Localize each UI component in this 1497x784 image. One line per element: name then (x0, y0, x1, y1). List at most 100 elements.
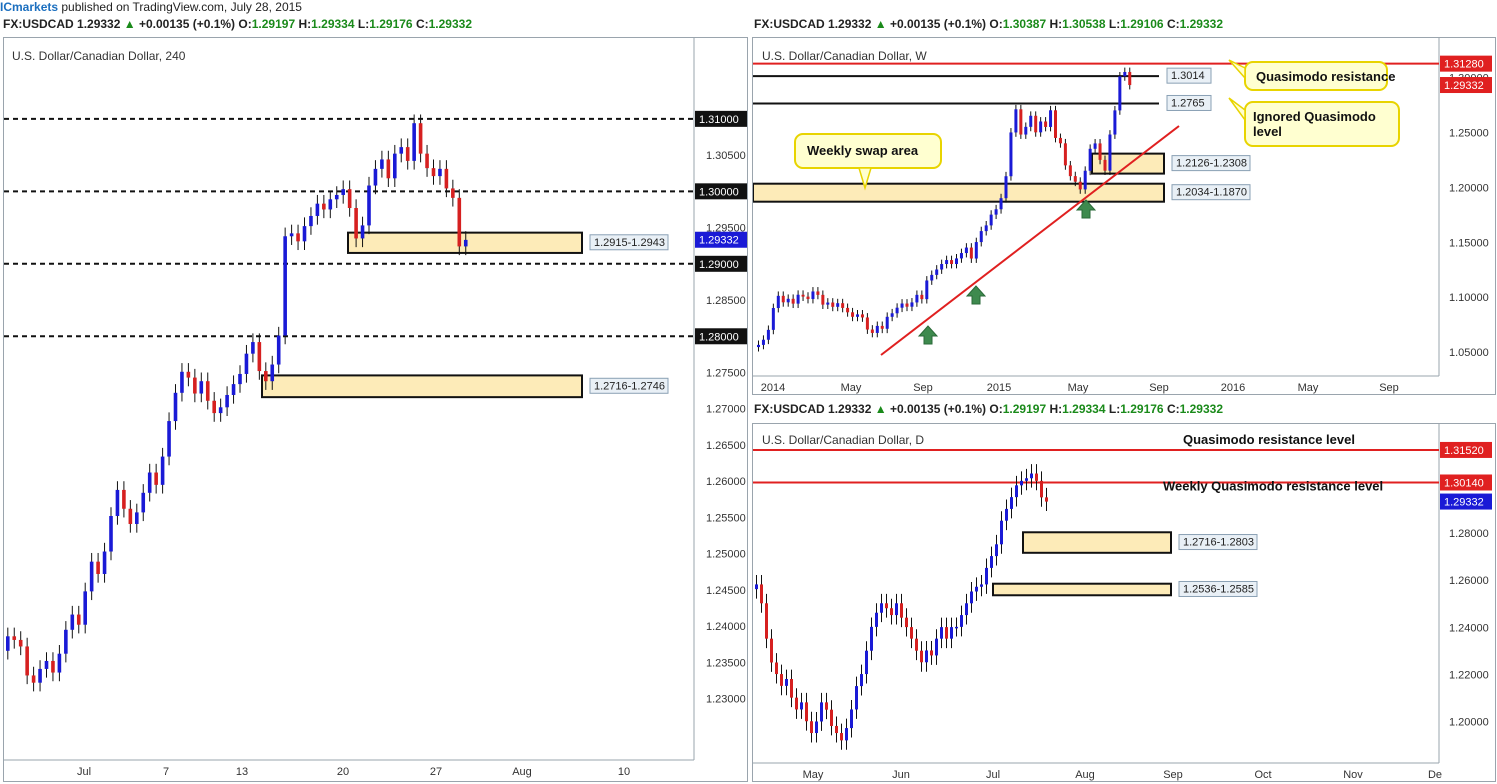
candle-body (870, 626, 873, 651)
x-tick-label: May (803, 769, 824, 781)
y-tick-label: 1.23000 (706, 694, 746, 706)
candle-body (940, 264, 944, 270)
candle-body (257, 342, 262, 372)
candle-body (193, 377, 197, 394)
candle-body (920, 650, 923, 663)
candle-body (940, 627, 943, 639)
candle-body (367, 185, 371, 226)
level-price-label: 1.30000 (699, 186, 739, 198)
chart-title: U.S. Dollar/Canadian Dollar, D (762, 433, 925, 447)
chart-panel-h4[interactable]: U.S. Dollar/Canadian Dollar, 240 1.31000… (3, 37, 748, 782)
candle-body (309, 215, 313, 227)
candle-body (860, 314, 864, 318)
y-tick-label: 1.15000 (1449, 237, 1489, 249)
candle-body (360, 225, 365, 239)
y-tick-label: 1.26500 (706, 440, 746, 452)
candle-body (135, 512, 139, 524)
candle-body (1005, 508, 1008, 521)
candle-body (845, 728, 848, 741)
level-label-box (1166, 67, 1212, 84)
x-tick-label: Sep (1379, 382, 1399, 394)
close-value: 1.29332 (1179, 402, 1224, 416)
candle-body (1058, 137, 1062, 144)
candle-body (83, 591, 87, 625)
candle-body (970, 591, 973, 604)
y-tick-label: 1.25500 (706, 512, 746, 524)
publisher-header: ICmarkets published on TradingView.com, … (0, 0, 302, 15)
y-tick-label: 1.05000 (1449, 347, 1489, 359)
candle-body (846, 307, 850, 313)
candle-body (205, 381, 210, 401)
y-tick-label: 1.28500 (706, 295, 746, 307)
x-tick-label: Aug (1075, 769, 1095, 781)
zone-label-box (1171, 184, 1251, 201)
callout-box (1244, 101, 1400, 147)
candle-body (122, 489, 126, 509)
publisher-brand[interactable]: ICmarkets (0, 0, 59, 14)
candle-body (885, 603, 888, 609)
candle-body (1025, 478, 1028, 481)
candle-body (816, 291, 820, 295)
candle-body (950, 627, 953, 639)
x-tick-label: Aug (512, 766, 532, 778)
candle-body (1088, 148, 1092, 171)
level-label: 1.2765 (1171, 97, 1205, 109)
candle-body (147, 472, 152, 493)
chart-panel-weekly[interactable]: U.S. Dollar/Canadian Dollar, W 1.300001.… (752, 37, 1496, 395)
zone-label-box (589, 377, 669, 394)
candle-body (186, 371, 191, 378)
y-tick-label: 1.27500 (706, 368, 746, 380)
callout-text: Weekly swap area (807, 143, 919, 158)
last-price-label: 1.29332 (1444, 80, 1484, 92)
level-price-label: 1.31280 (1444, 59, 1484, 71)
candle-body (238, 373, 242, 385)
candle-body (64, 629, 68, 654)
callout-pointer (1228, 59, 1246, 80)
y-tick-label: 1.23500 (706, 657, 746, 669)
zone-label-box (589, 234, 669, 251)
high-value: 1.29334 (311, 17, 355, 31)
candle-body (806, 296, 810, 300)
level-label-box (1166, 94, 1212, 111)
up-arrow-icon: ▲ (874, 17, 887, 31)
chart-panel-daily[interactable]: U.S. Dollar/Canadian Dollar, D 1.300001.… (752, 423, 1496, 782)
x-tick-label: Nov (1343, 769, 1363, 781)
x-tick-label: 10 (618, 766, 630, 778)
x-tick-label: May (1298, 382, 1319, 394)
candle-body (276, 335, 281, 365)
candle-body (341, 189, 345, 195)
candle-body (900, 303, 904, 308)
candle-body (393, 153, 397, 179)
o-label: O: (238, 17, 252, 31)
symbol-line-daily: FX:USDCAD 1.29332 ▲ +0.00135 (+0.1%) O:1… (754, 400, 1223, 418)
chart-svg-weekly[interactable]: 1.300001.250001.200001.150001.100001.050… (753, 38, 1495, 394)
chart-svg-daily[interactable]: 1.300001.280001.260001.240001.220001.200… (753, 424, 1495, 781)
last-price: 1.29332 (77, 17, 121, 31)
candle-body (109, 516, 113, 552)
candle-body (800, 702, 803, 710)
x-tick-label: Jul (986, 769, 1000, 781)
callout-text: Quasimodo resistance (1256, 69, 1395, 84)
last-price-label: 1.29332 (699, 235, 739, 247)
x-tick-label: 20 (337, 766, 349, 778)
candle-body (1035, 473, 1038, 481)
x-tick-label: Sep (1163, 769, 1183, 781)
candle-body (964, 247, 968, 254)
supply-demand-zone (992, 582, 1172, 597)
x-tick-label: 2016 (1221, 382, 1245, 394)
green-arrow-icon (965, 285, 987, 305)
candle-body (969, 247, 973, 259)
candle-body (322, 203, 326, 210)
candle-body (865, 317, 869, 330)
candle-body (418, 123, 423, 154)
candle-body (1020, 480, 1023, 486)
candle-body (1103, 159, 1107, 171)
o-label: O: (989, 402, 1003, 416)
candle-body (935, 638, 938, 656)
candle-body (1014, 109, 1018, 133)
y-tick-label: 1.24500 (706, 585, 746, 597)
candle-body (225, 394, 229, 408)
chart-svg-h4[interactable]: 1.31000 1.30500 1.30000 1.29500 1.29000 1.285… (4, 38, 747, 781)
x-tick-label: May (1068, 382, 1089, 394)
last-price-tag (695, 231, 747, 248)
